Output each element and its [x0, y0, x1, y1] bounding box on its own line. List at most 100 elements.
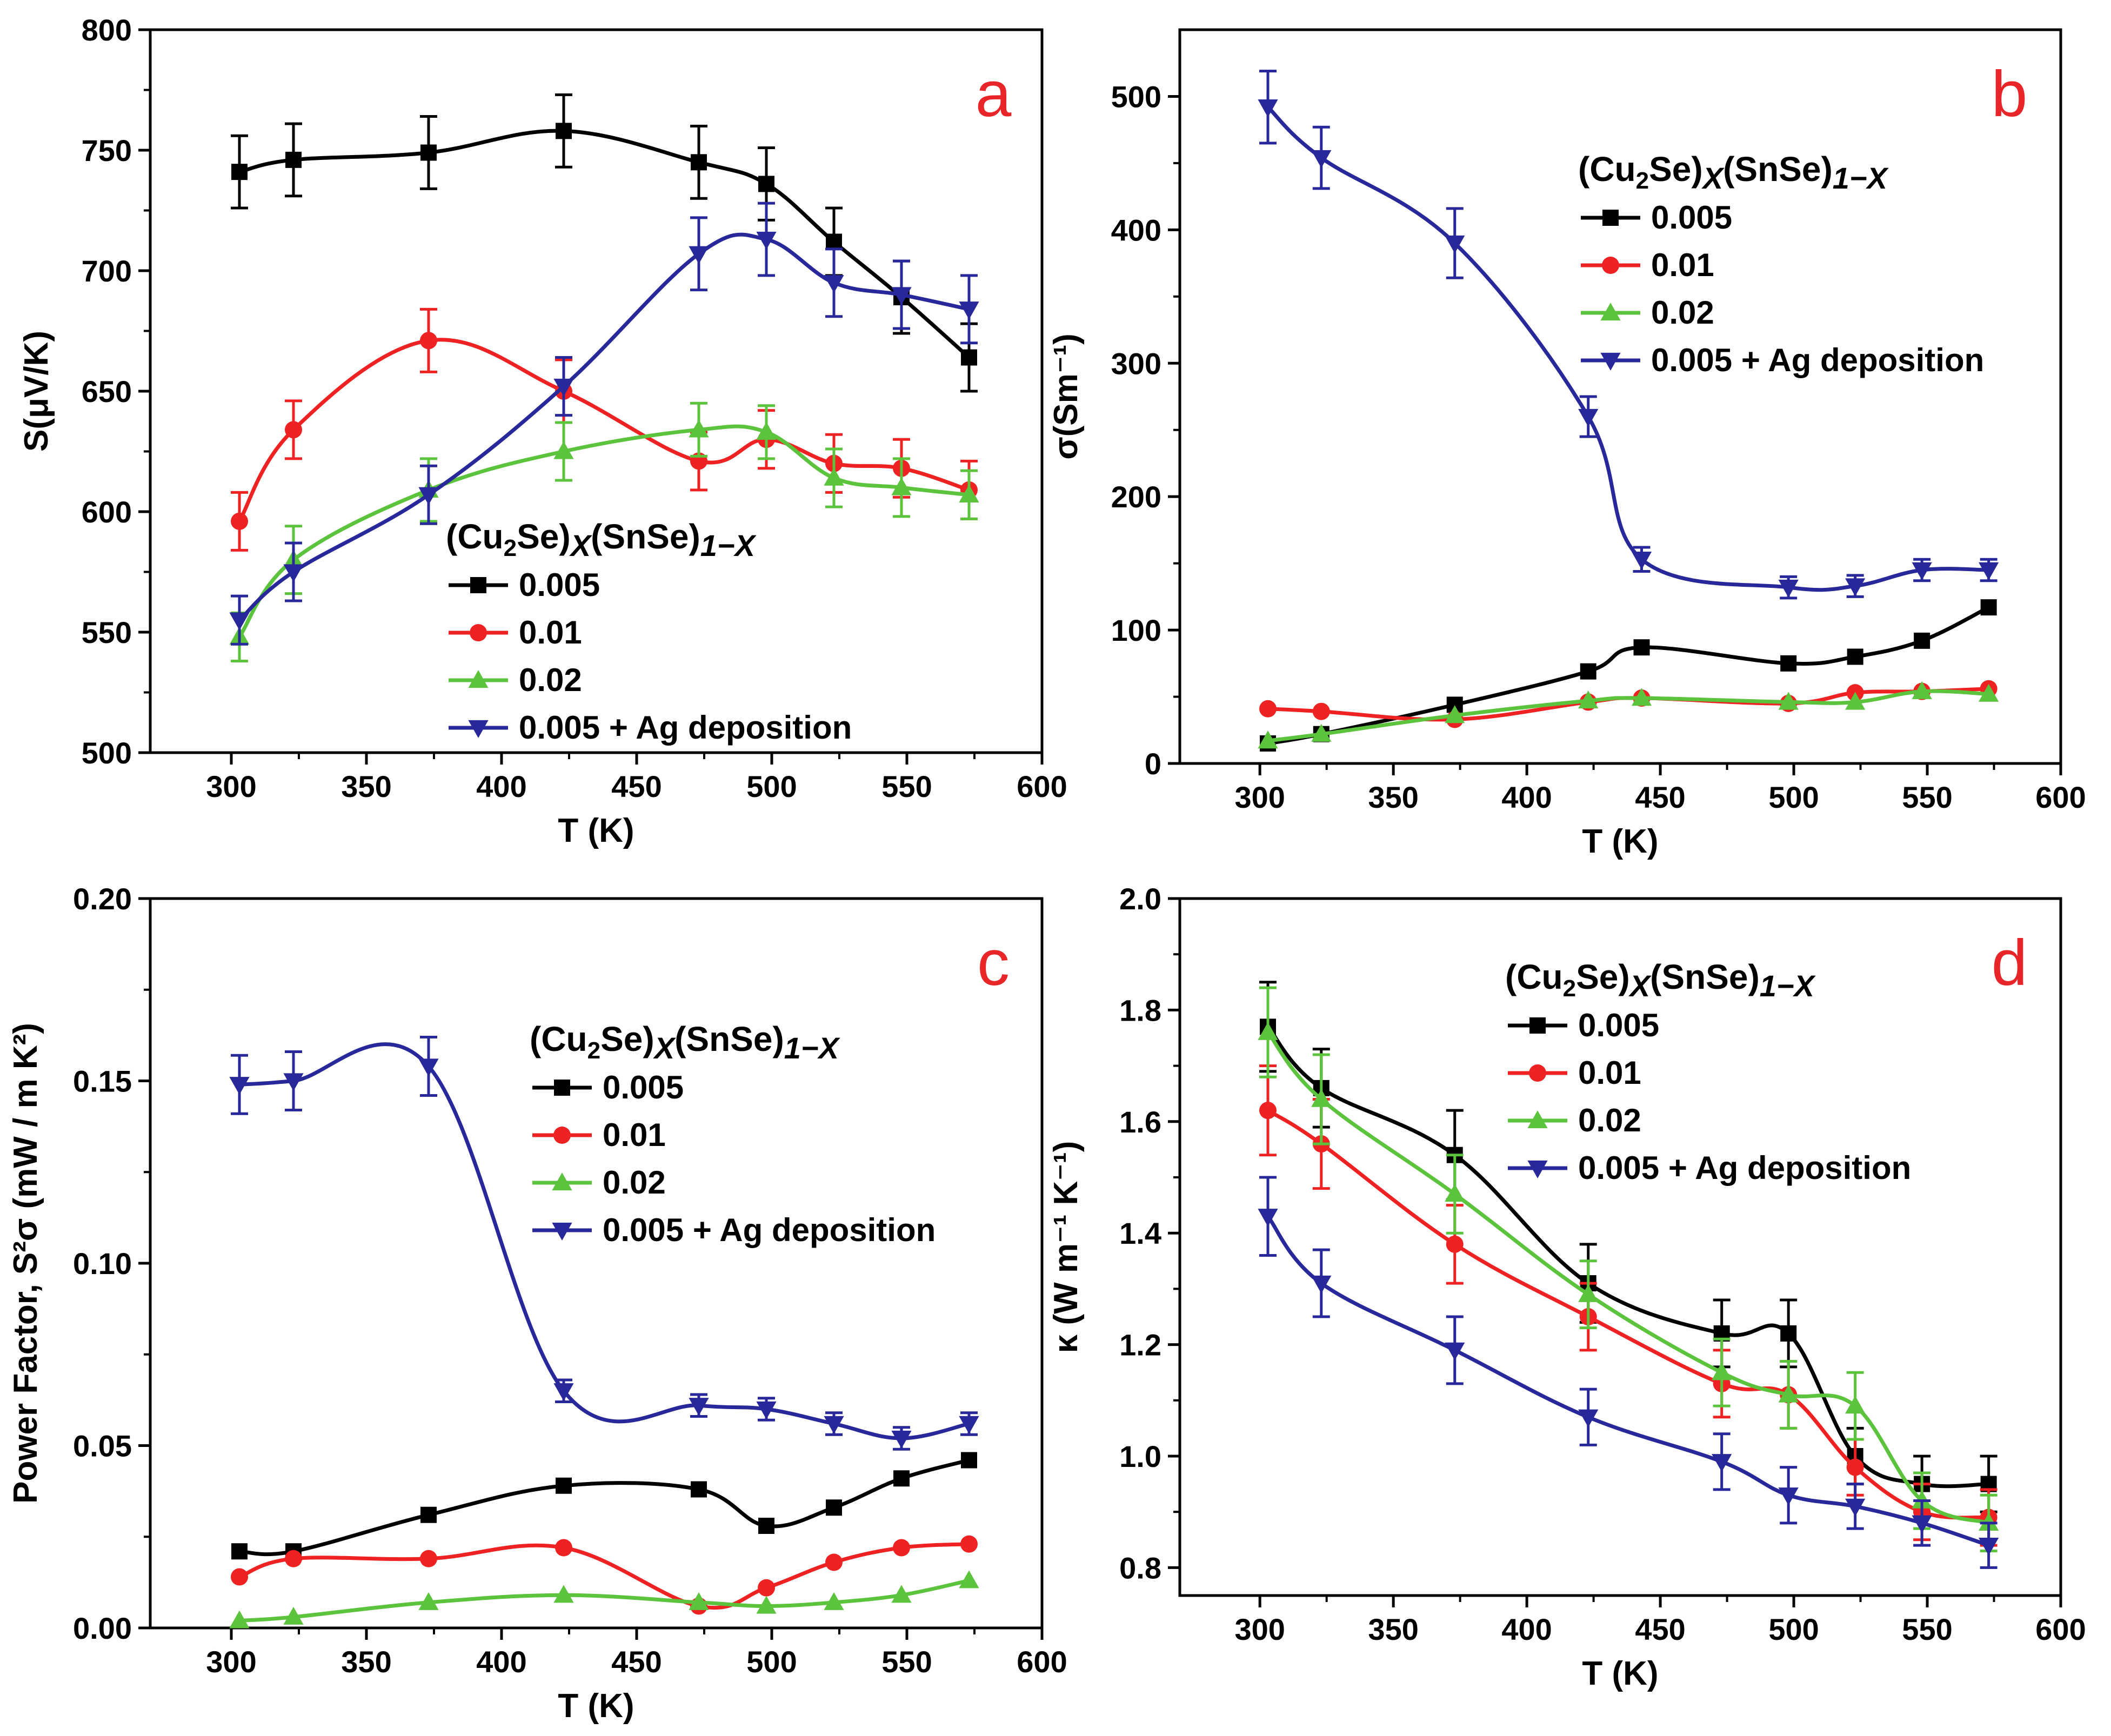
data-point [824, 1416, 844, 1434]
x-tick-label: 550 [1902, 780, 1952, 814]
data-point [231, 512, 248, 530]
x-tick-label: 350 [1368, 780, 1418, 814]
legend-label: 0.005 [1578, 1007, 1659, 1043]
legend-title: (Cu2Se)X(SnSe)1−X [530, 1020, 841, 1065]
data-point [689, 246, 709, 264]
panel-letter-d: d [1992, 927, 2028, 999]
legend-marker [553, 1127, 571, 1144]
series-line [239, 1578, 970, 1623]
data-point [1912, 681, 1932, 699]
y-tick-label: 0.20 [73, 882, 132, 916]
data-point [891, 1430, 912, 1449]
legend-label: 0.02 [1578, 1102, 1641, 1138]
x-axis-b: 300 350 400 450 500 550 600 T (K) [1234, 763, 2086, 860]
panel-letter-a: a [976, 58, 1012, 130]
x-axis-c: 300 350 400 450 500 550 600 T (K) [206, 1628, 1067, 1725]
x-axis-title: T (K) [558, 1687, 634, 1725]
series-line [1266, 1031, 1989, 1525]
legend-marker [552, 1222, 572, 1241]
legend-title: (Cu2Se)X(SnSe)1−X [1505, 957, 1816, 1003]
data-point [1259, 700, 1277, 718]
data-point [1979, 683, 1999, 702]
series-b-3 [1258, 70, 1999, 600]
data-point [556, 123, 572, 139]
data-point [231, 1543, 248, 1560]
data-point [553, 441, 574, 459]
data-point [283, 1606, 304, 1625]
y-axis-c: 0.00 0.05 0.10 0.15 0.20 Power Factor, S²σ (m… [7, 882, 150, 1645]
legend-marker [1529, 1064, 1546, 1082]
x-tick-label: 550 [1902, 1612, 1952, 1646]
data-point [1258, 99, 1278, 118]
x-tick-label: 300 [1234, 780, 1285, 814]
formula-subscript: 2 [1563, 975, 1576, 1002]
data-point [824, 1592, 844, 1610]
x-axis-title: T (K) [1582, 823, 1658, 860]
formula-text: (SnSe) [591, 517, 700, 556]
series-line [238, 1542, 970, 1610]
formula-subscript: X [1628, 969, 1652, 1003]
legend-marker [1527, 1110, 1548, 1129]
formula-text: (Cu [1505, 957, 1563, 996]
x-tick-label: 300 [1234, 1612, 1285, 1646]
y-tick-label: 550 [82, 615, 132, 649]
data-point [826, 233, 842, 250]
data-point [1258, 1209, 1278, 1227]
x-axis-d: 300 350 400 450 500 550 600 T (K) [1234, 1596, 2086, 1692]
data-point [418, 487, 439, 505]
y-axis-title: σ(Sm⁻¹) [1047, 333, 1085, 460]
y-tick-label: 650 [82, 374, 132, 408]
data-point [1980, 599, 1997, 616]
data-point [1445, 235, 1465, 253]
x-tick-label: 400 [1501, 1612, 1552, 1646]
x-tick-label: 550 [881, 1645, 932, 1679]
formula-subscript: X [653, 1031, 677, 1065]
legend-label: 0.02 [519, 662, 582, 698]
legend-label: 0.005 [1651, 199, 1732, 236]
data-point [1912, 562, 1932, 580]
data-point [1311, 150, 1332, 168]
data-point [1445, 705, 1465, 723]
y-tick-label: 1.0 [1119, 1439, 1161, 1473]
series-line [238, 424, 970, 638]
data-point [1845, 578, 1866, 596]
legend-marker [1600, 352, 1621, 371]
data-point [1712, 1454, 1732, 1472]
formula-text: Se) [1576, 957, 1630, 996]
legend-label: 0.005 [519, 567, 600, 603]
x-tick-label: 500 [1768, 1612, 1819, 1646]
legend-marker [470, 624, 487, 641]
formula-subscript: 1−X [700, 528, 757, 562]
data-point [826, 1499, 842, 1516]
data-point [689, 1592, 709, 1610]
series-line [239, 1042, 970, 1440]
y-tick-label: 1.6 [1119, 1105, 1161, 1139]
data-point [758, 1579, 775, 1597]
panel-d: 300 350 400 450 500 550 600 T (K) 0.8 1.0 1.2 1.4 1.… [1047, 882, 2086, 1692]
y-tick-label: 1.8 [1119, 993, 1161, 1027]
formula-text: (SnSe) [1723, 150, 1833, 189]
formula-text: (SnSe) [1650, 957, 1760, 996]
x-tick-label: 450 [1635, 780, 1685, 814]
y-tick-label: 0.10 [73, 1246, 132, 1281]
legend-label: 0.02 [1651, 294, 1714, 331]
data-point [891, 477, 912, 495]
data-point [553, 1383, 574, 1402]
data-point [420, 332, 437, 350]
legend-label: 0.005 + Ag deposition [603, 1212, 936, 1248]
data-point [1311, 1275, 1332, 1293]
x-tick-label: 500 [746, 1645, 797, 1679]
y-tick-label: 750 [82, 133, 132, 167]
legend-label: 0.01 [603, 1117, 666, 1153]
data-point [1631, 552, 1652, 570]
data-point [758, 1518, 774, 1534]
x-tick-label: 350 [341, 769, 391, 803]
data-point [1979, 562, 1999, 580]
y-tick-label: 0.8 [1119, 1551, 1161, 1585]
data-point [1445, 1184, 1465, 1202]
data-point [959, 1570, 979, 1588]
data-point [231, 164, 248, 180]
panel-b: 300 350 400 450 500 550 600 T (K) 0 100 200 300 400 5… [1047, 28, 2086, 860]
